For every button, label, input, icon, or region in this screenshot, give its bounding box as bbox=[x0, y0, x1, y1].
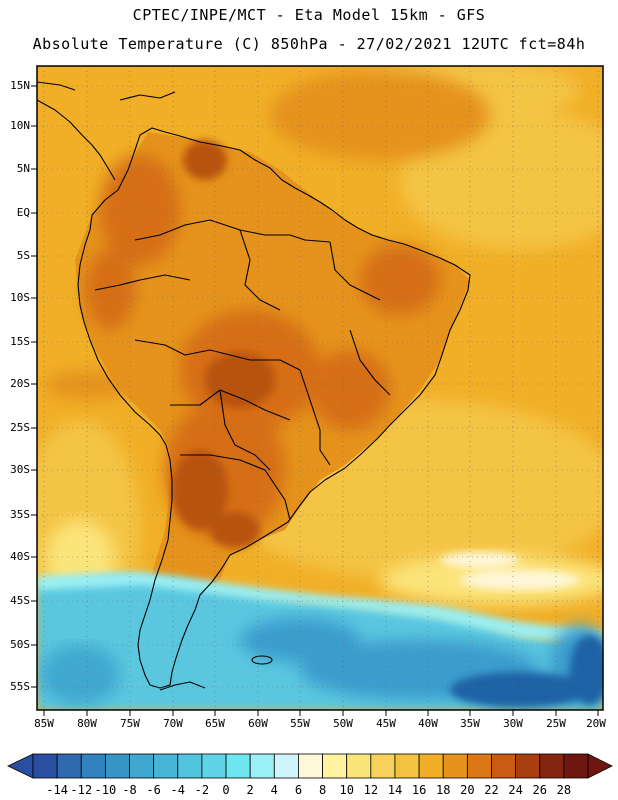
colorbar-tick-label: -6 bbox=[146, 783, 160, 797]
lat-label: 15S bbox=[10, 335, 30, 348]
lon-label: 70W bbox=[163, 717, 183, 730]
colorbar-box bbox=[298, 753, 323, 779]
colorbar-tick-label: 4 bbox=[271, 783, 278, 797]
colorbar-box bbox=[32, 753, 58, 779]
colorbar-box bbox=[56, 753, 82, 779]
map-frame bbox=[36, 65, 604, 711]
lat-label: 30S bbox=[10, 463, 30, 476]
colorbar-tick-label: 12 bbox=[364, 783, 378, 797]
colorbar-tick-label: 8 bbox=[319, 783, 326, 797]
chart-title-line2: Absolute Temperature (C) 850hPa - 27/02/… bbox=[32, 35, 586, 53]
lat-label: 10S bbox=[10, 291, 30, 304]
colorbar-box bbox=[442, 753, 468, 779]
colorbar-box bbox=[129, 753, 155, 779]
map-field bbox=[37, 66, 603, 710]
lon-label: 20W bbox=[586, 717, 606, 730]
colorbar-box bbox=[418, 753, 444, 779]
colorbar-box bbox=[273, 753, 299, 779]
colorbar-tick-label: -12 bbox=[70, 783, 92, 797]
colorbar-box bbox=[104, 753, 130, 779]
temperature-map: 15N 10N 5N EQ 5S 10S 15S 20S 25S 30S 35S… bbox=[10, 65, 606, 730]
colorbar-tick-label: -14 bbox=[46, 783, 68, 797]
lon-label: 75W bbox=[120, 717, 140, 730]
colorbar-tick-label: 6 bbox=[295, 783, 302, 797]
chart-title-line1: CPTEC/INPE/MCT - Eta Model 15km - GFS bbox=[132, 6, 486, 24]
lon-label: 40W bbox=[418, 717, 438, 730]
colorbar-box bbox=[539, 753, 565, 779]
colorbar-box bbox=[394, 753, 420, 779]
lat-label: 10N bbox=[10, 119, 30, 132]
lat-label: 5N bbox=[17, 162, 30, 175]
colorbar-tick-label: -2 bbox=[195, 783, 209, 797]
colorbar-tick-label: -8 bbox=[122, 783, 136, 797]
colorbar-tick-label: 18 bbox=[436, 783, 450, 797]
colorbar-tick-label: 22 bbox=[484, 783, 498, 797]
lon-label: 55W bbox=[290, 717, 310, 730]
lon-label: 35W bbox=[460, 717, 480, 730]
lat-label: EQ bbox=[17, 206, 30, 219]
lat-label: 35S bbox=[10, 508, 30, 521]
colorbar-labels: -14 -12 -10 -8 -6 -4 -2 0 2 4 6 8 10 12 14 16 18 20 22 24 26… bbox=[46, 783, 571, 797]
colorbar-tick-label: 2 bbox=[247, 783, 254, 797]
lon-label: 25W bbox=[546, 717, 566, 730]
colorbar-box bbox=[153, 753, 179, 779]
colorbar-tick-label: 0 bbox=[222, 783, 229, 797]
coastlines bbox=[37, 81, 471, 691]
lat-label: 20S bbox=[10, 377, 30, 390]
lat-label: 50S bbox=[10, 638, 30, 651]
colorbar-box bbox=[346, 753, 372, 779]
lon-label: 45W bbox=[376, 717, 396, 730]
axis-ticks bbox=[31, 85, 599, 716]
colorbar-box bbox=[177, 753, 203, 779]
colorbar-tick-label: -10 bbox=[95, 783, 117, 797]
colorbar-arrow-high bbox=[587, 753, 613, 779]
lat-label: 15N bbox=[10, 79, 30, 92]
colorbar-box bbox=[80, 753, 106, 779]
colorbar-boxes bbox=[7, 753, 613, 779]
colorbar-box bbox=[466, 753, 492, 779]
colorbar-tick-label: 28 bbox=[557, 783, 571, 797]
colorbar-tick-label: 26 bbox=[533, 783, 547, 797]
lon-label: 50W bbox=[333, 717, 353, 730]
lat-label: 45S bbox=[10, 594, 30, 607]
colorbar-box bbox=[563, 753, 589, 779]
colorbar-tick-label: 16 bbox=[412, 783, 426, 797]
lat-label: 40S bbox=[10, 550, 30, 563]
lat-label: 55S bbox=[10, 680, 30, 693]
colorbar-tick-label: 24 bbox=[508, 783, 522, 797]
lon-label: 65W bbox=[205, 717, 225, 730]
colorbar-box bbox=[370, 753, 396, 779]
colorbar-arrow-low bbox=[7, 753, 34, 779]
colorbar-box bbox=[515, 753, 541, 779]
colorbar-box bbox=[201, 753, 227, 779]
lat-label: 25S bbox=[10, 421, 30, 434]
colorbar: -14 -12 -10 -8 -6 -4 -2 0 2 4 6 8 10 12 14 16 18 20 22 24 26… bbox=[7, 753, 613, 797]
lon-label: 85W bbox=[34, 717, 54, 730]
colorbar-tick-label: 10 bbox=[339, 783, 353, 797]
lon-label: 60W bbox=[248, 717, 268, 730]
lon-label: 80W bbox=[77, 717, 97, 730]
colorbar-box bbox=[249, 753, 275, 779]
lat-label: 5S bbox=[17, 249, 30, 262]
colorbar-tick-label: 20 bbox=[460, 783, 474, 797]
colorbar-tick-label: 14 bbox=[388, 783, 402, 797]
colorbar-box bbox=[322, 753, 348, 779]
colorbar-tick-label: -4 bbox=[171, 783, 185, 797]
lon-label: 30W bbox=[503, 717, 523, 730]
colorbar-box bbox=[225, 753, 251, 779]
colorbar-box bbox=[491, 753, 517, 779]
